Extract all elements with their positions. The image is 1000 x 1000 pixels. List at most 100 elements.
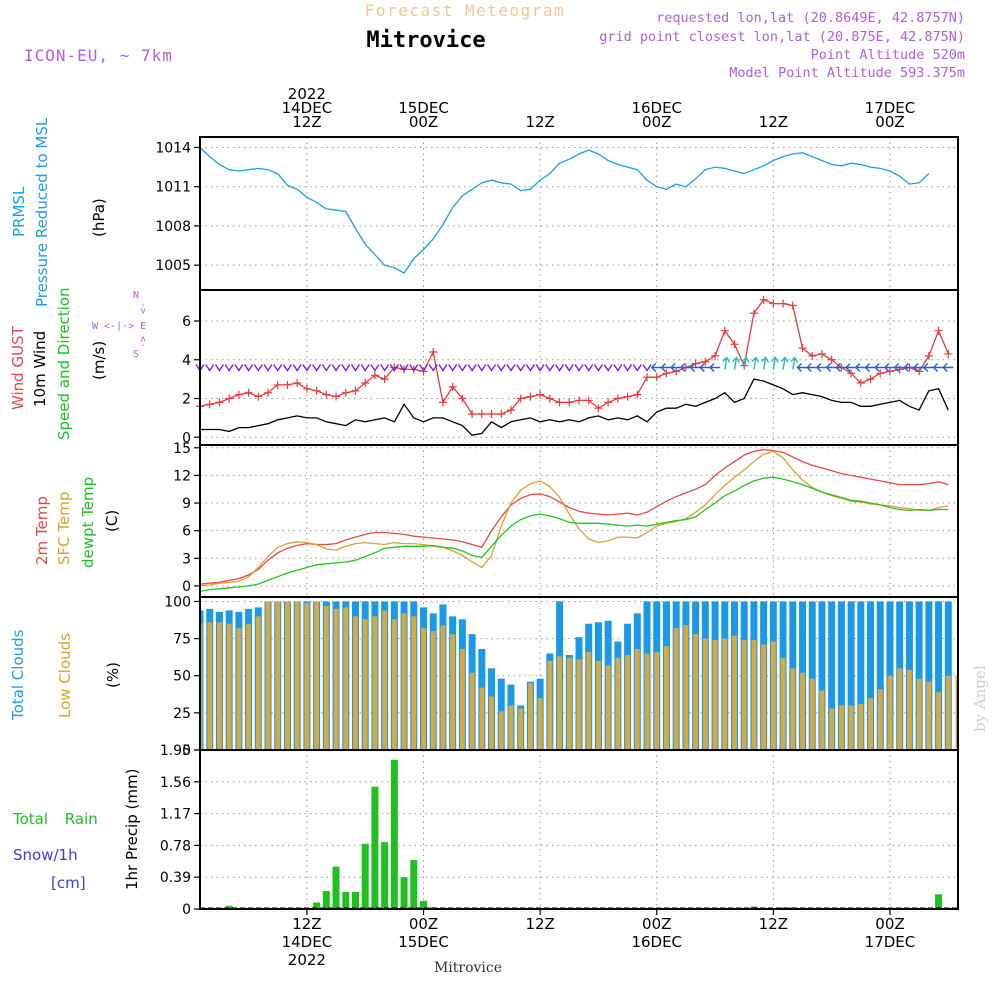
wind-direction-arrow	[642, 364, 652, 372]
bottom-time-label: 16DEC	[631, 933, 682, 951]
wind-direction-arrow	[689, 363, 701, 372]
gust-marker	[506, 406, 515, 415]
gust-marker	[380, 375, 389, 384]
wind-direction-arrow	[731, 356, 741, 370]
dewpt-label: dewpt Temp	[79, 477, 97, 568]
bottom-time-label: 17DEC	[865, 933, 916, 951]
clouds-bar	[586, 651, 592, 750]
wind-direction-arrow	[282, 364, 293, 372]
top-time-label: 12Z	[759, 113, 788, 131]
wind-ytick-label: 6	[182, 314, 191, 330]
wind-direction-arrow	[623, 364, 633, 372]
plot-area: 1005100810111014024603691215025507510000…	[155, 85, 959, 969]
clouds-bar	[722, 638, 728, 750]
clouds-bar	[761, 644, 767, 750]
clouds-bar	[207, 622, 213, 750]
gust-marker	[225, 394, 234, 403]
top-time-label: 16DEC	[631, 99, 682, 117]
clouds-bar	[897, 668, 903, 750]
clouds-ytick-label: 75	[173, 632, 191, 648]
wind-direction-arrow	[593, 364, 604, 372]
pressure-ytick-label: 1011	[155, 180, 191, 196]
wind-direction-arrow	[321, 364, 331, 372]
wind-direction-arrow	[699, 363, 711, 372]
pressure-ytick-label: 1014	[155, 140, 191, 156]
precip-bar	[342, 891, 350, 909]
temperature-line-2m-temp	[199, 448, 949, 585]
wind-direction-arrow	[913, 363, 925, 372]
wind-direction-arrow	[874, 363, 886, 372]
wind-direction-arrow	[679, 363, 691, 372]
gust-marker	[477, 410, 486, 418]
wind-direction-arrow	[350, 364, 361, 372]
wind-direction-arrow	[331, 364, 341, 372]
gust-marker	[885, 367, 894, 376]
wind-direction-arrow	[399, 364, 409, 372]
clouds-bar	[275, 601, 281, 750]
wind-direction-arrow	[942, 363, 954, 372]
wind-direction-arrow	[893, 363, 905, 372]
gust-marker	[458, 394, 467, 403]
clouds-bar	[868, 698, 873, 750]
wind-direction-arrow	[709, 363, 721, 372]
gust-marker	[487, 410, 496, 418]
requested-coords: requested lon,lat (20.8649E, 42.8757N)	[656, 10, 965, 26]
clouds-ytick-label: 100	[164, 594, 191, 610]
bottom-time-label: 12Z	[759, 915, 788, 933]
gust-marker	[370, 371, 379, 380]
clouds-bar	[790, 668, 796, 750]
footer-station: Mitrovice	[434, 960, 502, 976]
wind-direction-arrow	[214, 364, 225, 372]
temperature-line-dewpt-temp	[199, 476, 949, 593]
precip-bar	[371, 786, 379, 909]
clouds-bar	[693, 634, 699, 750]
gust-marker	[322, 390, 331, 399]
gust-marker	[652, 373, 661, 382]
clouds-bar	[294, 601, 300, 750]
point-altitude: Point Altitude 520m	[811, 47, 965, 63]
gust-marker	[429, 348, 438, 356]
low-clouds-label: Low Clouds	[56, 633, 74, 718]
total-clouds-label: Total Clouds	[9, 629, 27, 721]
gust-marker	[847, 369, 856, 378]
wind-direction-arrow	[632, 364, 642, 372]
wind-direction-arrow	[506, 364, 516, 372]
temperature-ytick-label: 3	[182, 551, 191, 567]
clouds-bar	[421, 628, 426, 750]
pressure-ytick-label: 1008	[155, 219, 191, 235]
clouds-bar	[634, 648, 640, 750]
gust-marker	[254, 392, 263, 401]
wind-direction-arrow	[380, 364, 390, 372]
wind-line-wind-gust	[199, 298, 949, 415]
top-time-label: 00Z	[875, 113, 904, 131]
clouds-bar	[304, 602, 310, 750]
precip-ytick-label: 1.17	[160, 807, 191, 823]
gust-marker	[438, 398, 447, 407]
clouds-bar	[644, 653, 650, 750]
gust-marker	[516, 394, 525, 403]
gust-marker	[273, 380, 282, 389]
clouds-bar	[829, 708, 835, 750]
wind-direction-arrow	[438, 364, 448, 372]
wind-direction-arrow	[418, 364, 429, 372]
clouds-bar	[518, 708, 524, 750]
gust-marker	[769, 299, 778, 308]
gust-marker	[827, 355, 836, 364]
wind-direction-arrow	[448, 364, 458, 372]
clouds-unit: (%)	[104, 662, 122, 688]
top-time-label: 17DEC	[865, 99, 916, 117]
wind-direction-arrow	[922, 363, 934, 372]
gust-marker	[749, 309, 758, 318]
gust-marker	[924, 351, 933, 360]
wind-direction-arrow	[535, 364, 545, 372]
wind-direction-arrow	[467, 364, 477, 372]
gust-marker	[205, 400, 214, 409]
wind-direction-arrow	[770, 356, 779, 370]
wind-direction-arrow	[761, 356, 770, 370]
t2m-label: 2m Temp	[33, 496, 51, 565]
wind-direction-arrow	[516, 364, 526, 372]
wind-direction-arrow	[234, 364, 244, 372]
clouds-bar	[323, 605, 329, 750]
pressure-ytick-label: 1005	[155, 258, 191, 274]
